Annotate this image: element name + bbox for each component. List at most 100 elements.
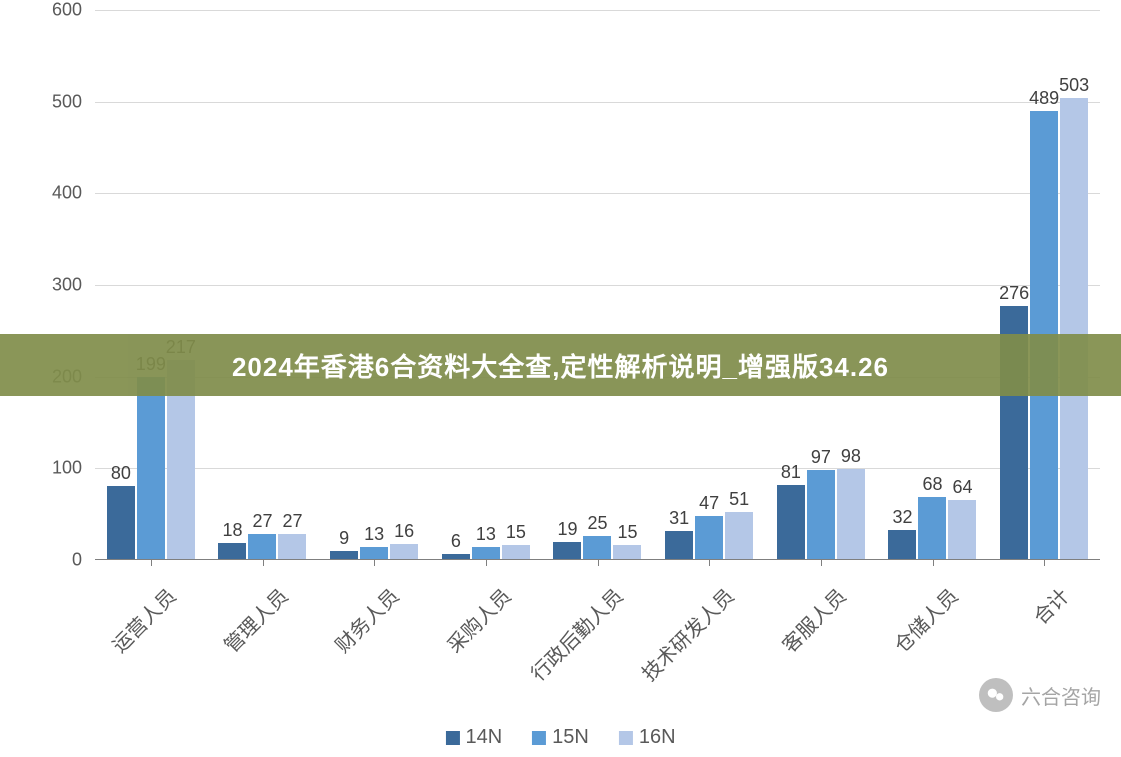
- bar-value-label: 64: [952, 477, 972, 498]
- legend-label: 16N: [639, 726, 676, 749]
- bar-value-label: 27: [252, 511, 272, 532]
- bar: 13: [360, 547, 388, 559]
- x-tick-mark: [1044, 560, 1045, 566]
- bar-group: 192515: [542, 536, 654, 559]
- bar: 27: [278, 534, 306, 559]
- bar-value-label: 503: [1059, 75, 1089, 96]
- legend-swatch: [445, 731, 459, 745]
- x-category-label: 财务人员: [328, 581, 405, 658]
- bar: 15: [613, 545, 641, 559]
- bar: 15: [502, 545, 530, 559]
- chart-container: 0100200300400500600 80199217182727913166…: [40, 10, 1100, 560]
- x-tick-mark: [821, 560, 822, 566]
- bar-group: 91316: [318, 544, 430, 559]
- bar-group: 819798: [765, 469, 877, 559]
- bar-value-label: 489: [1029, 88, 1059, 109]
- bar: 18: [218, 543, 246, 560]
- legend-label: 15N: [552, 726, 589, 749]
- bar: 9: [330, 551, 358, 559]
- bar-group: 276489503: [988, 98, 1100, 559]
- bar: 32: [888, 530, 916, 559]
- x-tick-mark: [151, 560, 152, 566]
- x-category-label: 合计: [1026, 581, 1075, 630]
- bar-value-label: 19: [557, 519, 577, 540]
- bar-value-label: 97: [811, 447, 831, 468]
- legend-item: 15N: [532, 726, 589, 749]
- bar-value-label: 25: [587, 513, 607, 534]
- y-tick-label: 500: [52, 91, 82, 112]
- bar-value-label: 13: [364, 524, 384, 545]
- x-category-label: 运营人员: [104, 581, 181, 658]
- bar-group: 61315: [430, 545, 542, 559]
- legend-item: 16N: [619, 726, 676, 749]
- bar: 98: [837, 469, 865, 559]
- watermark: 六合咨询: [979, 678, 1101, 712]
- legend: 14N 15N 16N: [445, 726, 675, 749]
- x-tick-mark: [263, 560, 264, 566]
- y-tick-label: 400: [52, 183, 82, 204]
- x-category-label: 管理人员: [216, 581, 293, 658]
- x-tick-mark: [709, 560, 710, 566]
- bar: 16: [390, 544, 418, 559]
- bar-value-label: 6: [451, 531, 461, 552]
- bar-value-label: 31: [669, 508, 689, 529]
- bar: 81: [777, 485, 805, 559]
- gridline: [95, 285, 1100, 286]
- bar-value-label: 81: [781, 462, 801, 483]
- gridline: [95, 468, 1100, 469]
- x-tick-mark: [933, 560, 934, 566]
- bar: 25: [583, 536, 611, 559]
- x-tick-mark: [598, 560, 599, 566]
- bar-value-label: 68: [922, 474, 942, 495]
- bar: 27: [248, 534, 276, 559]
- bar-value-label: 15: [617, 522, 637, 543]
- bar-value-label: 51: [729, 489, 749, 510]
- bar: 31: [665, 531, 693, 559]
- y-tick-label: 0: [72, 550, 82, 571]
- bar: 47: [695, 516, 723, 559]
- bar: 6: [442, 554, 470, 560]
- bar: 199: [137, 377, 165, 559]
- wechat-icon: [979, 678, 1013, 712]
- watermark-text: 六合咨询: [1021, 681, 1101, 710]
- gridline: [95, 102, 1100, 103]
- bar-value-label: 98: [841, 446, 861, 467]
- x-category-label: 技术研发人员: [634, 581, 739, 686]
- bar-group: 314751: [653, 512, 765, 559]
- bar-group: 182727: [207, 534, 319, 559]
- x-tick-mark: [374, 560, 375, 566]
- x-category-label: 客服人员: [774, 581, 851, 658]
- legend-swatch: [619, 731, 633, 745]
- bar-value-label: 16: [394, 521, 414, 542]
- bar-value-label: 47: [699, 493, 719, 514]
- bar: 19: [553, 542, 581, 559]
- bar: 80: [107, 486, 135, 559]
- overlay-text: 2024年香港6合资料大全查,定性解析说明_增强版34.26: [232, 347, 889, 384]
- legend-label: 14N: [465, 726, 502, 749]
- bar: 13: [472, 547, 500, 559]
- bar-value-label: 18: [222, 520, 242, 541]
- bar-value-label: 27: [282, 511, 302, 532]
- y-tick-label: 600: [52, 0, 82, 21]
- x-category-label: 仓储人员: [886, 581, 963, 658]
- overlay-banner: 2024年香港6合资料大全查,定性解析说明_增强版34.26: [0, 334, 1121, 396]
- gridline: [95, 193, 1100, 194]
- bar-value-label: 13: [476, 524, 496, 545]
- bar: 51: [725, 512, 753, 559]
- bar: 503: [1060, 98, 1088, 559]
- bar: 64: [948, 500, 976, 559]
- x-axis-labels: 运营人员管理人员财务人员采购人员行政后勤人员技术研发人员客服人员仓储人员合计: [95, 575, 1100, 695]
- bar-value-label: 32: [892, 507, 912, 528]
- bar-value-label: 276: [999, 283, 1029, 304]
- legend-swatch: [532, 731, 546, 745]
- gridline: [95, 10, 1100, 11]
- x-tick-mark: [486, 560, 487, 566]
- bar-value-label: 80: [111, 463, 131, 484]
- x-category-label: 采购人员: [439, 581, 516, 658]
- bar-value-label: 15: [506, 522, 526, 543]
- legend-item: 14N: [445, 726, 502, 749]
- plot-area: 8019921718272791316613151925153147518197…: [95, 10, 1100, 560]
- y-tick-label: 300: [52, 275, 82, 296]
- bar: 97: [807, 470, 835, 559]
- bar: 68: [918, 497, 946, 559]
